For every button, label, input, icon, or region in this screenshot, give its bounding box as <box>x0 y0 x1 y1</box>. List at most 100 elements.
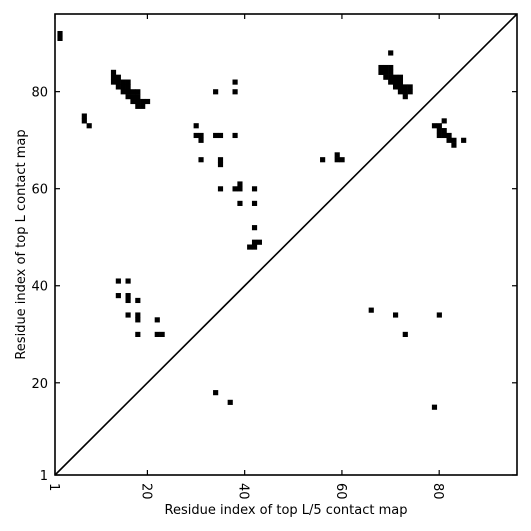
contact-point <box>436 312 442 318</box>
contact-point <box>57 35 63 41</box>
contact-point <box>388 69 394 75</box>
contact-point <box>130 94 136 100</box>
contact-point <box>251 239 258 245</box>
contact-point <box>125 293 131 299</box>
contact-point <box>232 79 238 85</box>
contact-point <box>397 89 404 95</box>
contact-point <box>140 98 146 105</box>
contact-point <box>135 312 141 318</box>
contact-point <box>237 186 243 192</box>
contact-point <box>81 113 87 119</box>
contact-point <box>213 132 219 139</box>
contact-point <box>446 132 452 139</box>
contact-point <box>232 89 238 95</box>
contact-point <box>251 186 258 192</box>
contact-point <box>397 84 404 90</box>
contact-point <box>392 84 399 90</box>
contact-point <box>441 128 447 134</box>
contact-point <box>135 103 141 109</box>
contact-point <box>135 317 141 323</box>
contact-point <box>320 157 326 163</box>
contact-point <box>232 186 238 192</box>
y-tick-label: 80 <box>31 86 48 101</box>
contact-point <box>217 186 224 192</box>
contact-point <box>392 312 399 318</box>
contact-point <box>392 79 399 85</box>
contact-point <box>217 162 224 168</box>
plot-frame <box>54 13 518 476</box>
contact-point <box>339 157 345 163</box>
contact-point <box>125 94 131 100</box>
contact-point <box>120 89 126 95</box>
contact-point <box>125 278 131 284</box>
y-tick-label: 40 <box>31 280 48 295</box>
contact-point <box>251 225 258 231</box>
y-axis: 1 20 40 60 80 <box>31 86 517 484</box>
x-axis-label: Residue index of top L/5 contact map <box>165 503 408 518</box>
contact-point <box>198 132 204 139</box>
contact-point <box>110 69 117 75</box>
contact-point <box>397 74 404 80</box>
x-tick-label: 60 <box>333 483 348 500</box>
contact-point <box>217 157 224 163</box>
contact-point <box>383 64 389 71</box>
contact-point <box>115 84 121 90</box>
contact-point <box>334 157 340 163</box>
diagonal-line <box>54 13 518 476</box>
contact-point <box>193 132 199 139</box>
contact-point <box>436 123 442 129</box>
contact-point <box>368 307 374 313</box>
contact-point <box>135 98 141 105</box>
contact-point <box>407 84 413 90</box>
y-tick-label: 1 <box>40 469 48 484</box>
contact-point <box>388 50 394 56</box>
contact-point <box>397 79 404 85</box>
contact-point <box>402 94 408 100</box>
contact-point <box>154 317 160 323</box>
contact-point <box>378 69 384 75</box>
contact-point <box>383 74 389 80</box>
contact-point <box>256 239 262 245</box>
contact-points <box>57 30 467 410</box>
contact-point <box>378 64 384 71</box>
contact-point <box>237 200 243 206</box>
contact-point <box>120 84 126 90</box>
contact-point <box>402 89 408 95</box>
contact-point <box>446 137 452 143</box>
contact-point <box>144 98 151 105</box>
y-tick-label: 60 <box>31 183 48 198</box>
x-axis: 1 20 40 60 80 <box>46 14 445 500</box>
contact-point <box>198 137 204 143</box>
contact-point <box>441 118 447 124</box>
contact-point <box>115 293 121 299</box>
y-tick-label: 20 <box>31 377 48 392</box>
contact-point <box>198 157 204 163</box>
contact-point <box>334 152 340 158</box>
contact-point <box>388 64 394 71</box>
contact-point <box>125 312 131 318</box>
x-tick-label: 1 <box>46 483 61 491</box>
contact-point <box>247 244 253 250</box>
contact-point <box>130 98 136 105</box>
contact-point <box>81 118 87 124</box>
contact-point <box>110 79 117 85</box>
contact-point <box>86 123 92 129</box>
contact-point <box>232 132 238 139</box>
contact-point <box>237 181 243 187</box>
contact-point <box>130 89 136 95</box>
contact-point <box>431 404 438 410</box>
contact-point <box>431 123 438 129</box>
contact-point <box>115 74 121 80</box>
y-axis-label: Residue index of top L contact map <box>14 129 29 359</box>
contact-point <box>115 79 121 85</box>
contact-point <box>388 74 394 80</box>
contact-point <box>193 123 199 129</box>
contact-point <box>436 132 442 139</box>
contact-point <box>402 84 408 90</box>
contact-point <box>125 297 131 304</box>
contact-point <box>407 89 413 95</box>
contact-point <box>392 74 399 80</box>
contact-point <box>125 79 131 85</box>
contact-point <box>461 137 467 143</box>
contact-point <box>120 79 126 85</box>
